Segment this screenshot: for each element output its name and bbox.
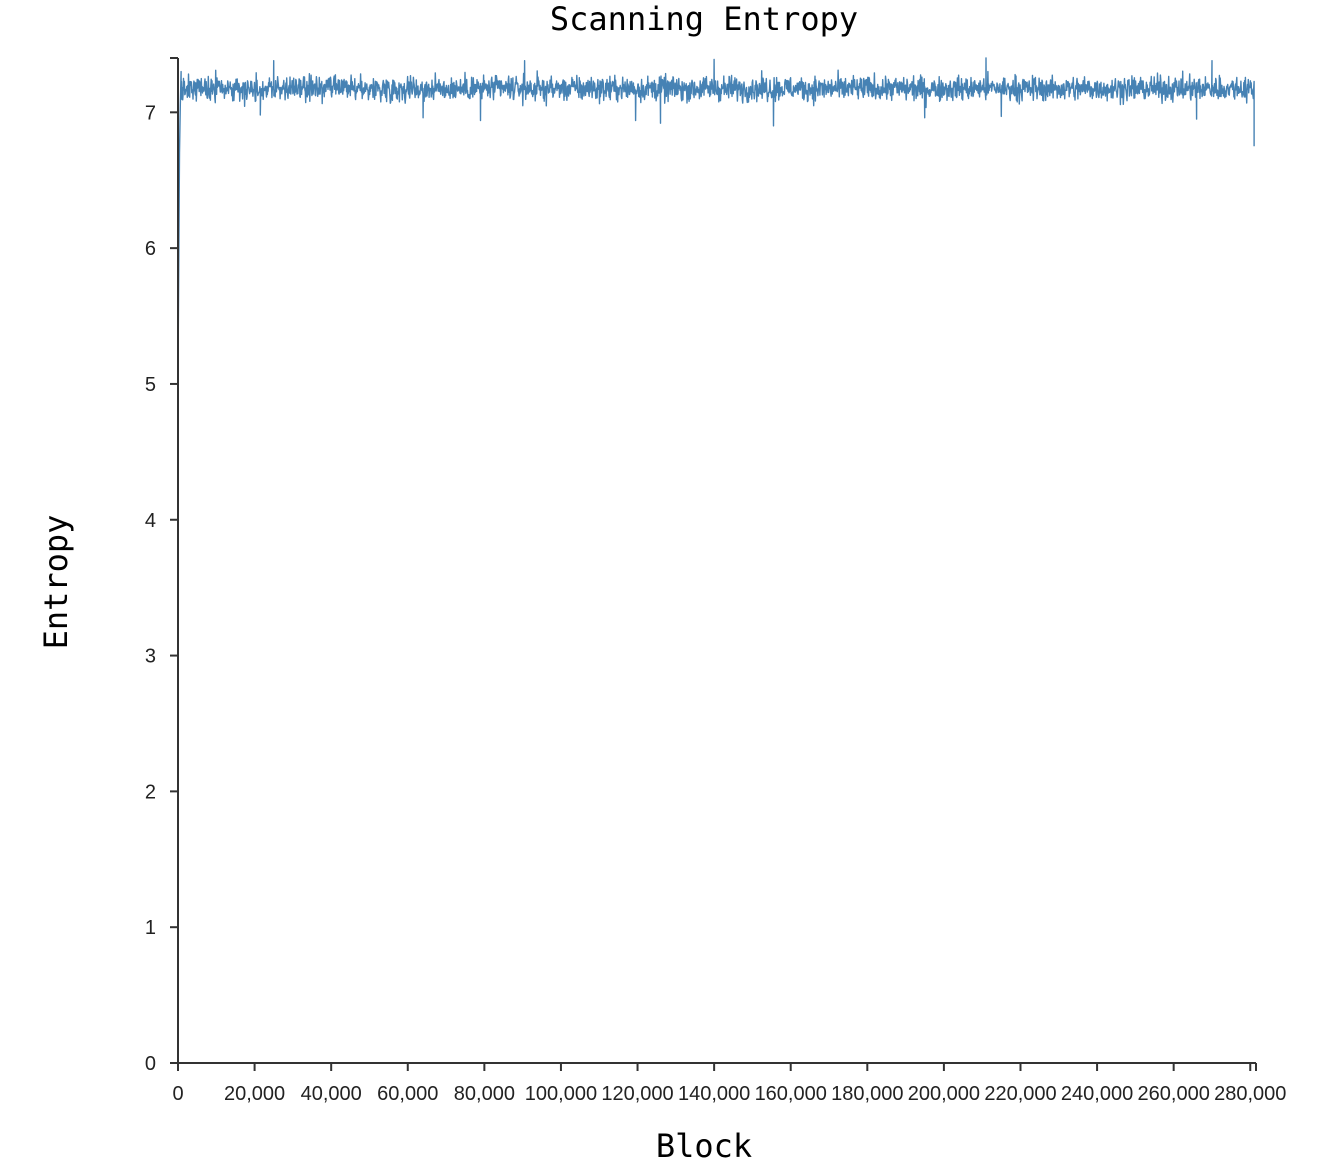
x-axis: 0 20,000 40,000 60,000 80,000 100,000 120,000 1… bbox=[172, 1062, 1286, 1105]
x-tick-label: 0 bbox=[172, 1083, 183, 1105]
y-tick-label: 5 bbox=[145, 374, 156, 396]
x-tick-label: 180,000 bbox=[831, 1083, 903, 1105]
x-tick-label: 140,000 bbox=[678, 1083, 750, 1105]
entropy-series-line bbox=[177, 57, 1255, 378]
x-tick-label: 20,000 bbox=[224, 1083, 285, 1105]
x-tick-label: 220,000 bbox=[984, 1083, 1056, 1105]
x-tick-label: 160,000 bbox=[755, 1083, 827, 1105]
x-tick-label: 260,000 bbox=[1138, 1083, 1210, 1105]
y-tick-label: 7 bbox=[145, 102, 156, 124]
x-tick-label: 60,000 bbox=[377, 1083, 438, 1105]
y-tick-label: 3 bbox=[145, 646, 156, 668]
x-tick-label: 120,000 bbox=[601, 1083, 673, 1105]
y-tick-label: 6 bbox=[145, 238, 156, 260]
x-tick-label: 80,000 bbox=[454, 1083, 515, 1105]
x-tick-label: 200,000 bbox=[908, 1083, 980, 1105]
x-axis-title: Block bbox=[656, 1127, 752, 1165]
y-tick-label: 1 bbox=[145, 917, 156, 939]
y-axis-title: Entropy bbox=[37, 515, 75, 650]
y-tick-label: 0 bbox=[145, 1053, 156, 1075]
y-axis: 0 1 2 3 4 5 6 7 bbox=[145, 57, 179, 1075]
x-tick-label: 100,000 bbox=[525, 1083, 597, 1105]
plot-area bbox=[177, 57, 1255, 378]
x-tick-label: 40,000 bbox=[301, 1083, 362, 1105]
x-tick-label: 240,000 bbox=[1061, 1083, 1133, 1105]
chart-title: Scanning Entropy bbox=[550, 0, 858, 38]
y-tick-label: 4 bbox=[145, 510, 156, 532]
x-tick-label: 280,000 bbox=[1214, 1083, 1286, 1105]
y-tick-label: 2 bbox=[145, 781, 156, 803]
